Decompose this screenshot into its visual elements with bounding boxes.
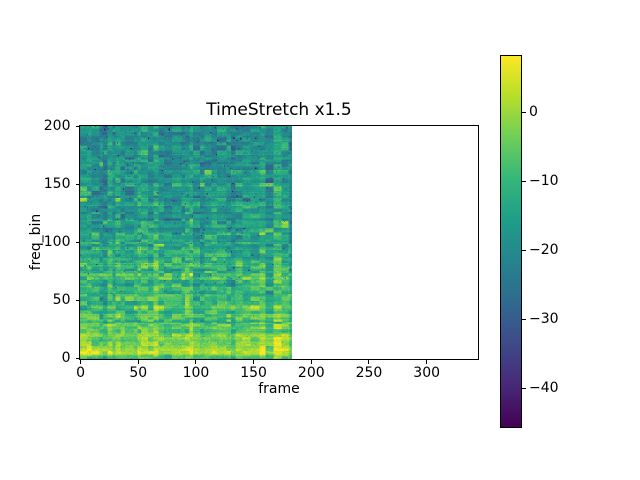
colorbar-tick-label: −40 <box>529 380 559 397</box>
x-tick-mark <box>426 360 428 364</box>
colorbar-tick-label: 0 <box>529 103 538 120</box>
colorbar-tick-mark <box>522 180 526 182</box>
colorbar-tick-mark <box>522 111 526 113</box>
y-tick-mark <box>75 299 79 301</box>
x-tick-mark <box>195 360 197 364</box>
colorbar-tick-label: −10 <box>529 172 559 189</box>
x-tick-mark <box>310 360 312 364</box>
colorbar <box>500 55 522 428</box>
colorbar-tick-mark <box>522 249 526 251</box>
y-tick-label: 150 <box>43 176 71 193</box>
y-tick-mark <box>75 126 79 128</box>
x-axis-label: frame <box>258 381 300 397</box>
colorbar-tick-mark <box>522 319 526 321</box>
y-tick-mark <box>75 184 79 186</box>
x-tick-mark <box>80 360 82 364</box>
y-tick-label: 0 <box>61 349 71 366</box>
x-tick-mark <box>137 360 139 364</box>
x-tick-mark <box>368 360 370 364</box>
y-tick-label: 100 <box>43 234 71 250</box>
y-tick-label: 200 <box>43 118 71 135</box>
colorbar-tick-mark <box>522 388 526 390</box>
x-tick-label: 250 <box>355 365 383 381</box>
x-tick-label: 50 <box>129 365 148 381</box>
y-tick-label: 50 <box>52 291 71 308</box>
y-tick-mark <box>75 242 79 243</box>
y-tick-mark <box>75 357 79 359</box>
x-tick-label: 300 <box>413 365 441 381</box>
spectrogram-heatmap <box>80 126 293 359</box>
x-tick-label: 0 <box>76 365 86 381</box>
x-tick-mark <box>253 360 255 364</box>
x-tick-label: 150 <box>240 365 267 381</box>
colorbar-tick-label: −30 <box>529 311 559 328</box>
x-tick-label: 200 <box>297 365 325 381</box>
plot-area <box>79 125 479 360</box>
colorbar-tick-label: −20 <box>529 241 559 258</box>
x-tick-label: 100 <box>182 365 210 381</box>
chart-title: TimeStretch x1.5 <box>206 100 352 120</box>
